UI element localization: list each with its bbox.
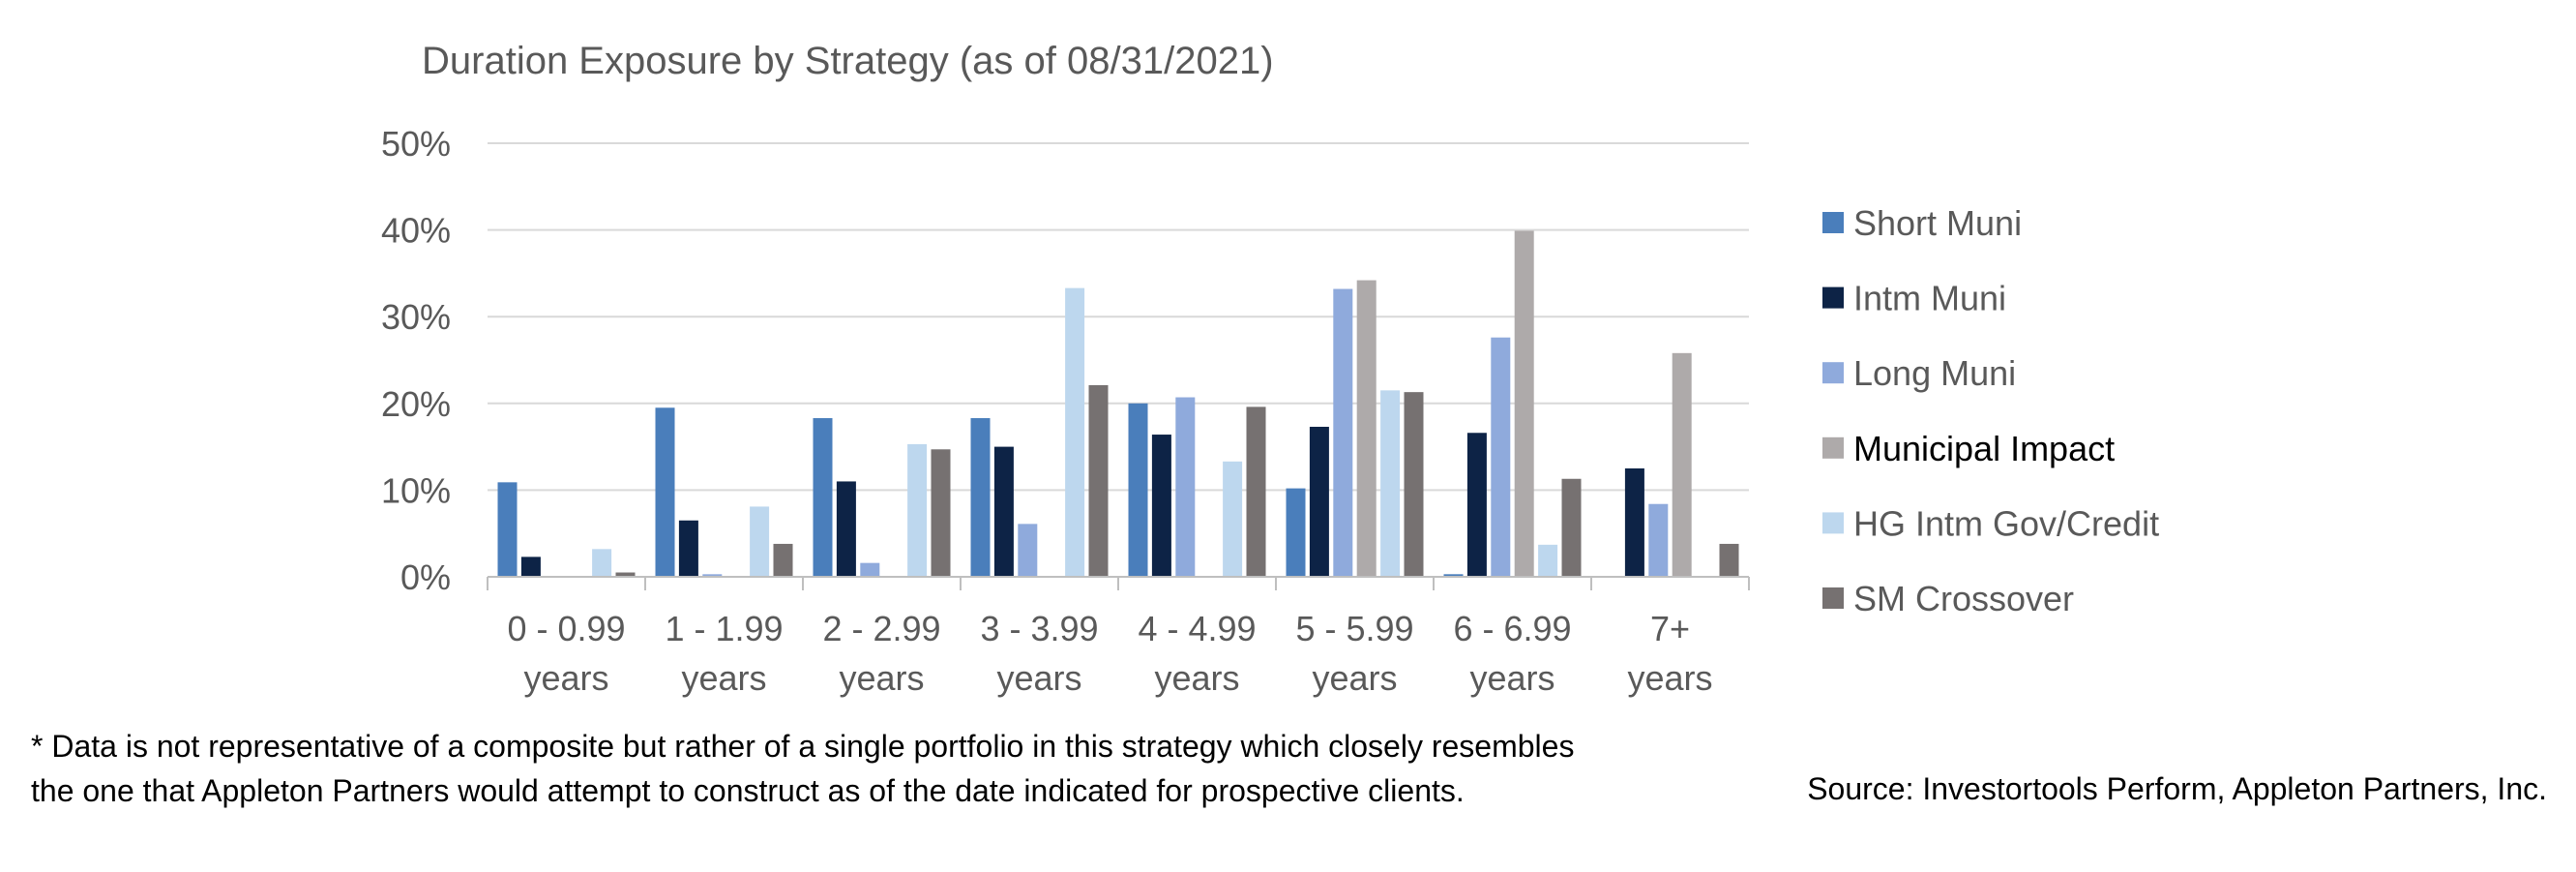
- x-tick-label: 6 - 6.99 years: [1453, 609, 1571, 698]
- legend-label: Municipal Impact: [1853, 429, 2115, 468]
- bar: [1333, 288, 1353, 577]
- bar: [1648, 503, 1669, 577]
- bar: [615, 572, 636, 577]
- bar: [678, 520, 698, 577]
- bar: [1514, 230, 1534, 577]
- legend-label: HG Intm Gov/Credit: [1853, 503, 2159, 543]
- bar: [1088, 384, 1109, 577]
- legend-label: Intm Muni: [1853, 279, 2006, 318]
- x-tick-label: 4 - 4.99 years: [1138, 609, 1256, 698]
- bar: [1128, 403, 1148, 577]
- bar: [702, 574, 723, 577]
- bar: [592, 549, 612, 577]
- legend-label: Long Muni: [1853, 353, 2016, 393]
- y-tick-label: 10%: [381, 470, 451, 510]
- bar: [773, 543, 793, 577]
- y-tick-label: 20%: [381, 384, 451, 424]
- bar: [1246, 406, 1266, 577]
- bar: [1223, 461, 1243, 577]
- y-axis-tick-labels: 0% 10% 20% 30% 40% 50%: [381, 124, 451, 597]
- legend-swatch: [1822, 436, 1844, 459]
- legend-label: SM Crossover: [1853, 579, 2074, 618]
- bar: [750, 506, 770, 577]
- x-tick-label: 7+ years: [1627, 609, 1712, 698]
- legend: Short Muni Intm Muni Long Muni Municipal Im…: [1822, 203, 2159, 618]
- y-tick-label: 30%: [381, 297, 451, 337]
- y-tick-label: 0%: [400, 557, 451, 597]
- legend-swatch: [1822, 212, 1844, 233]
- legend-swatch: [1822, 587, 1844, 609]
- bar: [1356, 280, 1377, 577]
- bar: [1309, 426, 1329, 577]
- x-tick-label: 2 - 2.99 years: [822, 609, 940, 698]
- legend-label: Short Muni: [1853, 203, 2022, 243]
- bar: [860, 562, 880, 577]
- bars: [497, 230, 1739, 577]
- x-tick-label: 0 - 0.99 years: [507, 609, 625, 698]
- bar: [1491, 337, 1511, 577]
- x-tick-label: 3 - 3.99 years: [980, 609, 1098, 698]
- chart-title: Duration Exposure by Strategy (as of 08/…: [422, 40, 1274, 82]
- legend-swatch: [1822, 512, 1844, 534]
- y-tick-label: 40%: [381, 211, 451, 251]
- bar: [836, 481, 856, 577]
- bar: [1151, 435, 1171, 577]
- x-tick-label: 5 - 5.99 years: [1295, 609, 1413, 698]
- source-note: Source: Investortools Perform, Appleton …: [1807, 771, 2547, 806]
- bar: [1018, 524, 1038, 577]
- bar: [1561, 478, 1582, 577]
- bar: [993, 446, 1014, 577]
- x-axis: [487, 576, 1750, 590]
- bar: [907, 443, 928, 577]
- bar: [813, 418, 833, 577]
- bar: [1624, 468, 1644, 577]
- bar: [1719, 543, 1739, 577]
- gridlines: [488, 142, 1749, 492]
- bar: [520, 556, 541, 577]
- bar: [1175, 397, 1196, 577]
- y-tick-label: 50%: [381, 124, 451, 164]
- bar: [1286, 488, 1306, 577]
- bar: [1065, 287, 1085, 577]
- bar: [1466, 433, 1487, 577]
- footnote: * Data is not representative of a compos…: [31, 729, 1575, 808]
- bar: [970, 418, 991, 577]
- bar: [1380, 390, 1401, 577]
- x-axis-tick-labels: 0 - 0.99 years 1 - 1.99 years 2 - 2.99 years 3…: [507, 609, 1712, 698]
- bar: [1404, 392, 1424, 577]
- bar: [655, 407, 675, 577]
- bar: [1443, 574, 1464, 577]
- bar: [931, 449, 951, 577]
- bar: [1538, 544, 1558, 577]
- bar: [497, 482, 518, 577]
- legend-swatch: [1822, 286, 1844, 309]
- legend-swatch: [1822, 362, 1844, 384]
- x-tick-label: 1 - 1.99 years: [665, 609, 783, 698]
- bar: [1672, 352, 1692, 577]
